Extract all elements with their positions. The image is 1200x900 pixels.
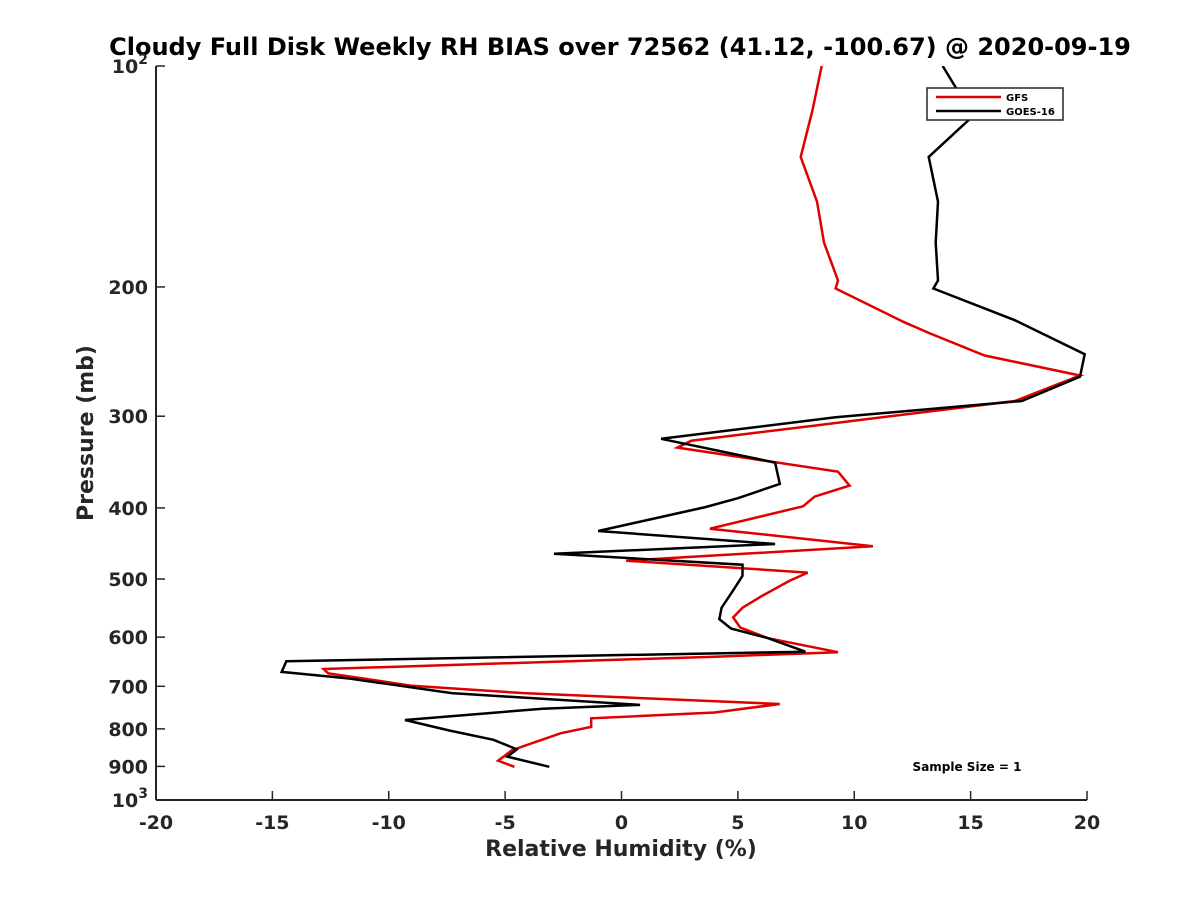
x-tick-label: 5 — [731, 812, 744, 834]
series-line-gfs — [320, 66, 1085, 768]
y-tick-label: 103 — [112, 786, 148, 812]
x-tick-label: 0 — [615, 812, 628, 834]
y-tick-label: 102 — [112, 52, 148, 78]
chart-title: Cloudy Full Disk Weekly RH BIAS over 725… — [109, 33, 1131, 61]
y-tick-label: 900 — [108, 756, 148, 778]
x-tick-label: -5 — [495, 812, 516, 834]
x-tick-label: 20 — [1074, 812, 1100, 834]
x-tick-label: 10 — [841, 812, 867, 834]
y-tick-label: 500 — [108, 569, 148, 591]
x-axis-label: Relative Humidity (%) — [485, 837, 757, 862]
series-layer — [279, 66, 1087, 769]
y-tick-label: 200 — [108, 277, 148, 299]
legend-label-goes-16: GOES-16 — [1006, 107, 1055, 118]
x-ticks: -20 -15 -10 -5 0 5 10 15 20 — [139, 791, 1100, 834]
y-tick-label: 300 — [108, 406, 148, 428]
y-tick-label: 800 — [108, 719, 148, 741]
y-tick-label: 400 — [108, 498, 148, 520]
y-tick-label: 600 — [108, 627, 148, 649]
axes — [155, 66, 1087, 801]
y-ticks: 102 200 300 400 500 600 700 800 900 103 — [108, 52, 165, 812]
y-axis-label: Pressure (mb) — [74, 345, 99, 521]
legend-label-gfs: GFS — [1006, 93, 1028, 104]
legend: GFS GOES-16 — [926, 87, 1064, 121]
legend-box — [926, 87, 1064, 121]
x-tick-label: -15 — [255, 812, 289, 834]
y-tick-label: 700 — [108, 676, 148, 698]
sample-size-annotation: Sample Size = 1 — [913, 760, 1022, 774]
x-tick-label: -20 — [139, 812, 173, 834]
series-line-goes-16 — [279, 66, 1087, 769]
x-tick-label: 15 — [957, 812, 983, 834]
x-tick-label: -10 — [372, 812, 406, 834]
